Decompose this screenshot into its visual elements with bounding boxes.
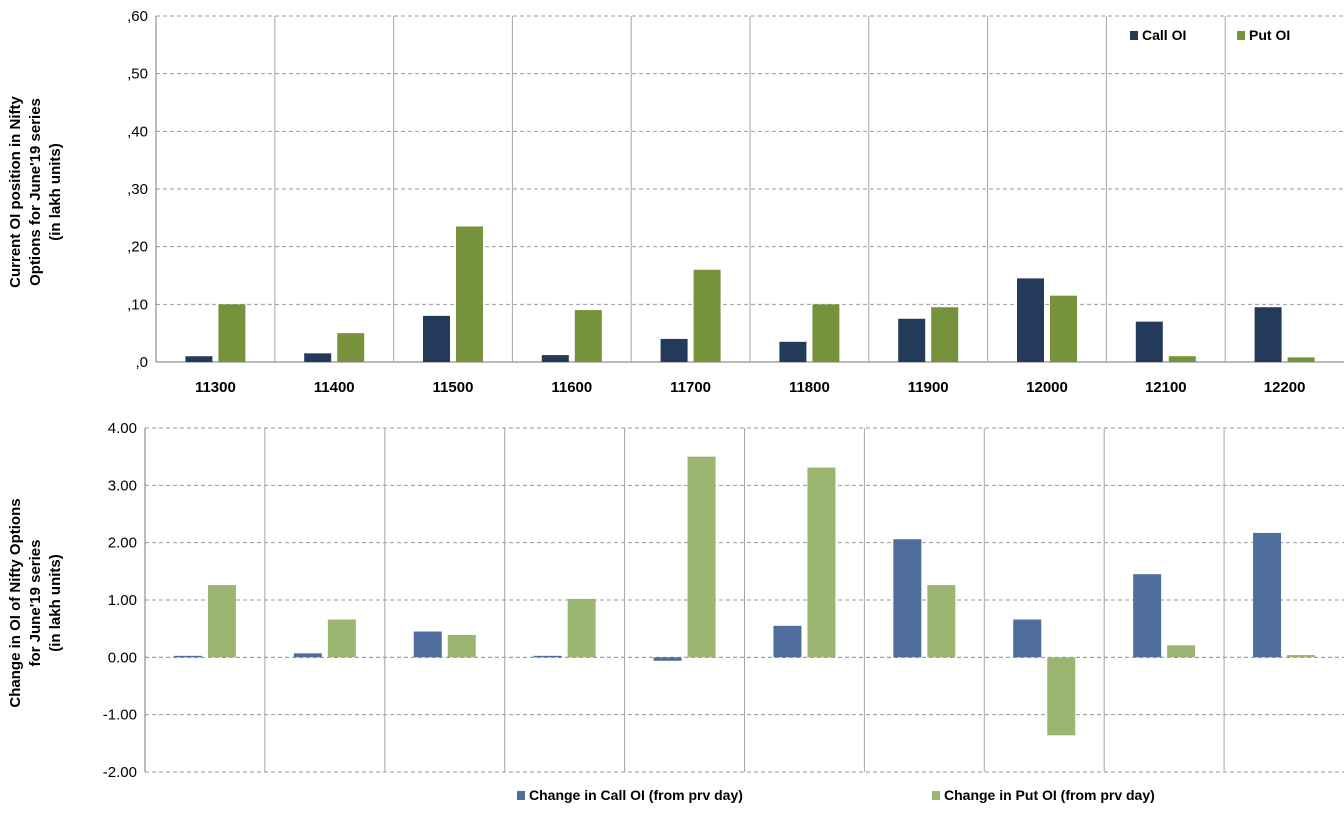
bar-call-11400 xyxy=(293,653,322,658)
y-tick-label: -1.00 xyxy=(103,707,137,724)
y-axis-title-line: (in lakh units) xyxy=(47,143,64,241)
y-axis-title: Current OI position in Nifty Options for … xyxy=(7,96,64,288)
y-axis-title-line: for June'19 series xyxy=(27,540,44,667)
x-tick-label: 12200 xyxy=(1264,379,1306,396)
y-tick-label: 0.00 xyxy=(108,649,137,666)
y-tick-label: 4.00 xyxy=(108,420,137,437)
bar-call-11900 xyxy=(893,539,922,658)
legend-label: Put OI xyxy=(1249,27,1290,43)
bar-call-11700 xyxy=(653,657,682,661)
bar-call-11600 xyxy=(533,655,562,658)
x-tick-label: 11400 xyxy=(314,379,355,396)
y-axis-title-line: (in lakh units) xyxy=(47,554,64,652)
x-tick-label: 11700 xyxy=(670,379,711,396)
bar-put-11800 xyxy=(807,467,836,658)
bar-put-12200 xyxy=(1287,655,1316,658)
legend-swatch xyxy=(1237,31,1245,40)
x-tick-label: 12100 xyxy=(1145,379,1187,396)
bar-put-12100 xyxy=(1168,356,1196,362)
bar-call-12200 xyxy=(1254,307,1282,362)
y-axis-title-line: Change in OI of Nifty Options xyxy=(7,498,24,707)
y-axis-title-line: Current OI position in Nifty xyxy=(7,96,24,288)
chart-1: ,0 ,10 ,20 ,30 ,40 ,50 ,60 11300 11400 11500 11600… xyxy=(7,8,1344,396)
bar-put-11300 xyxy=(207,585,236,658)
bar-put-11900 xyxy=(927,585,956,658)
y-tick-label: ,30 xyxy=(127,181,148,198)
x-tick-label: 12000 xyxy=(1026,379,1068,396)
bar-call-11500 xyxy=(413,631,442,658)
bar-call-11700 xyxy=(660,338,688,362)
bar-put-11400 xyxy=(337,333,365,362)
y-tick-label: ,40 xyxy=(127,123,148,140)
y-tick-label: ,60 xyxy=(127,8,148,25)
bar-put-11900 xyxy=(931,307,959,362)
legend-label: Change in Put OI (from prv day) xyxy=(944,787,1155,803)
y-axis-title-line: Options for June'19 series xyxy=(27,98,44,286)
bar-put-12100 xyxy=(1167,645,1196,658)
bar-put-11300 xyxy=(218,304,246,362)
bar-put-11600 xyxy=(567,598,596,658)
y-tick-label: ,20 xyxy=(127,239,148,256)
x-tick-label: 11900 xyxy=(908,379,949,396)
legend-label: Change in Call OI (from prv day) xyxy=(529,787,743,803)
bar-call-12100 xyxy=(1133,574,1162,658)
bar-put-11700 xyxy=(693,269,721,362)
y-axis-title: Change in OI of Nifty Options for June'19… xyxy=(7,498,64,707)
y-tick-label: ,0 xyxy=(135,354,148,371)
bar-call-11300 xyxy=(173,655,202,658)
bar-put-11500 xyxy=(456,226,483,362)
bar-put-12000 xyxy=(1047,657,1076,736)
bar-call-12200 xyxy=(1253,532,1282,658)
bar-call-11400 xyxy=(304,353,332,362)
y-tick-label: 2.00 xyxy=(108,535,137,552)
y-tick-label: 3.00 xyxy=(108,477,137,494)
bar-put-11600 xyxy=(574,310,602,362)
bar-put-11700 xyxy=(687,456,716,658)
bar-call-11600 xyxy=(541,355,569,362)
bar-call-12100 xyxy=(1135,321,1163,362)
legend-swatch xyxy=(1130,31,1138,40)
bar-put-12000 xyxy=(1050,295,1077,362)
y-tick-label: ,10 xyxy=(127,296,148,313)
bar-put-11800 xyxy=(812,304,840,362)
bar-put-11500 xyxy=(447,634,476,658)
y-tick-label: -2.00 xyxy=(103,764,137,781)
bar-call-11300 xyxy=(185,356,213,362)
bar-call-12000 xyxy=(1017,278,1044,362)
chart-2: -2.00 -1.00 0.00 1.00 2.00 3.00 4.00 Change in … xyxy=(7,420,1344,803)
x-tick-label: 11800 xyxy=(789,379,830,396)
bar-call-11500 xyxy=(423,315,450,362)
legend-swatch xyxy=(517,791,525,800)
bar-call-12000 xyxy=(1013,619,1042,658)
x-tick-label: 11500 xyxy=(433,379,474,396)
bar-call-11900 xyxy=(898,318,926,362)
x-tick-label: 11300 xyxy=(195,379,236,396)
y-tick-label: ,50 xyxy=(127,66,148,83)
bar-put-12200 xyxy=(1287,357,1315,362)
x-tick-label: 11600 xyxy=(551,379,592,396)
bar-call-11800 xyxy=(773,625,802,658)
legend-label: Call OI xyxy=(1142,27,1186,43)
legend-swatch xyxy=(932,791,940,800)
y-tick-label: 1.00 xyxy=(108,592,137,609)
bar-put-11400 xyxy=(327,619,356,658)
bar-call-11800 xyxy=(779,341,807,362)
